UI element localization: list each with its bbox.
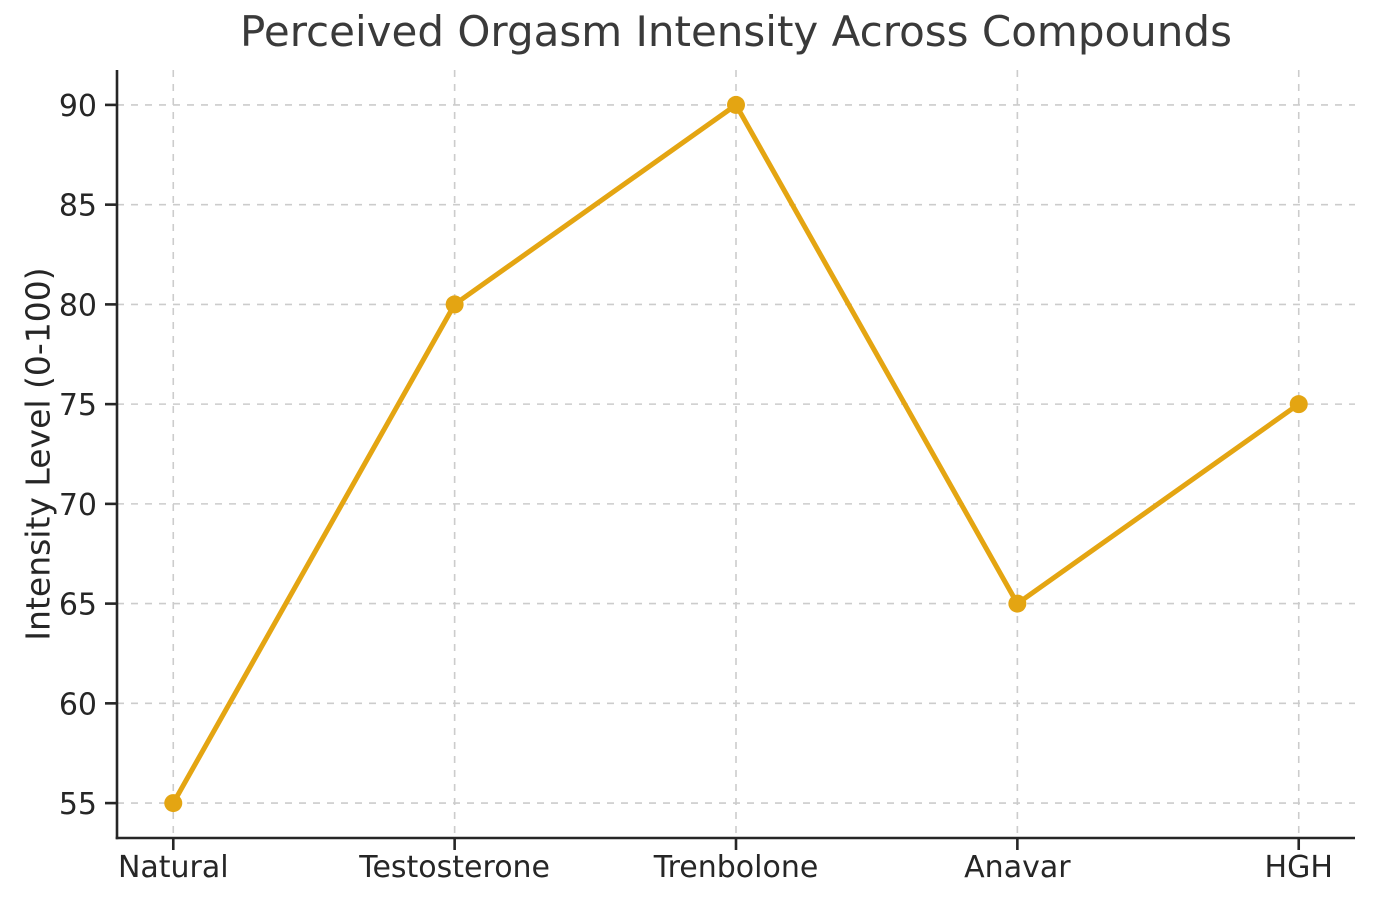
y-tick-label: 55: [59, 787, 97, 822]
y-tick-label: 90: [59, 89, 97, 124]
data-point-marker: [1008, 594, 1027, 613]
y-tick-label: 80: [59, 288, 97, 323]
y-tick-label: 75: [59, 388, 97, 423]
data-point-marker: [164, 794, 183, 813]
x-tick-label: Natural: [118, 850, 229, 885]
chart-title: Perceived Orgasm Intensity Across Compou…: [240, 7, 1232, 56]
x-tick-label: Anavar: [964, 850, 1071, 885]
x-tick-label: HGH: [1265, 850, 1333, 885]
data-point-marker: [727, 95, 745, 114]
data-point-marker: [1289, 395, 1308, 414]
y-tick-label: 70: [59, 488, 97, 523]
x-tick-label: Testosterone: [358, 850, 550, 885]
data-point-marker: [445, 295, 464, 314]
y-tick-label: 85: [59, 189, 97, 224]
x-tick-label: Trenbolone: [653, 850, 819, 885]
y-tick-label: 60: [59, 687, 97, 722]
y-tick-label: 65: [59, 588, 97, 623]
